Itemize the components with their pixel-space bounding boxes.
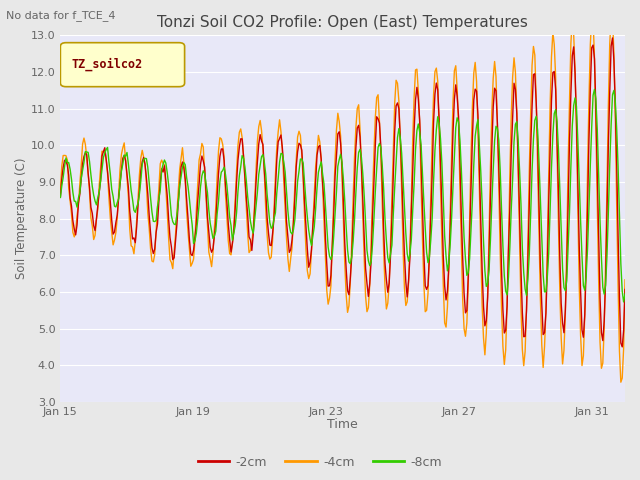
Text: No data for f_TCE_4: No data for f_TCE_4	[6, 10, 116, 21]
X-axis label: Time: Time	[327, 419, 358, 432]
-8cm	[591, 86, 598, 92]
Line: -2cm: -2cm	[60, 38, 625, 347]
-4cm	[588, 14, 596, 20]
-4cm	[564, 162, 572, 168]
-2cm	[245, 234, 253, 240]
-2cm	[618, 344, 626, 350]
-4cm	[453, 86, 461, 92]
-4cm	[370, 150, 378, 156]
-8cm	[226, 214, 234, 220]
Title: Tonzi Soil CO2 Profile: Open (East) Temperatures: Tonzi Soil CO2 Profile: Open (East) Temp…	[157, 15, 528, 30]
Line: -4cm: -4cm	[60, 17, 625, 382]
-8cm	[620, 299, 627, 305]
-4cm	[245, 250, 253, 255]
-2cm	[56, 194, 64, 200]
-2cm	[226, 237, 234, 242]
-8cm	[470, 162, 477, 168]
-2cm	[453, 93, 461, 99]
-8cm	[564, 245, 572, 251]
-2cm	[621, 287, 629, 292]
-8cm	[245, 206, 253, 212]
-4cm	[56, 187, 64, 193]
-2cm	[609, 35, 616, 41]
-2cm	[470, 97, 477, 103]
-8cm	[56, 194, 64, 200]
-4cm	[226, 251, 234, 256]
-8cm	[370, 216, 378, 222]
Text: TZ_soilco2: TZ_soilco2	[72, 58, 143, 72]
-2cm	[370, 180, 378, 186]
FancyBboxPatch shape	[60, 43, 184, 87]
-2cm	[564, 202, 572, 207]
-4cm	[617, 379, 625, 385]
-4cm	[470, 70, 477, 76]
Legend: -2cm, -4cm, -8cm: -2cm, -4cm, -8cm	[193, 451, 447, 474]
-4cm	[621, 277, 629, 283]
-8cm	[621, 291, 629, 297]
Line: -8cm: -8cm	[60, 89, 625, 302]
Y-axis label: Soil Temperature (C): Soil Temperature (C)	[15, 158, 28, 279]
-8cm	[453, 115, 461, 120]
